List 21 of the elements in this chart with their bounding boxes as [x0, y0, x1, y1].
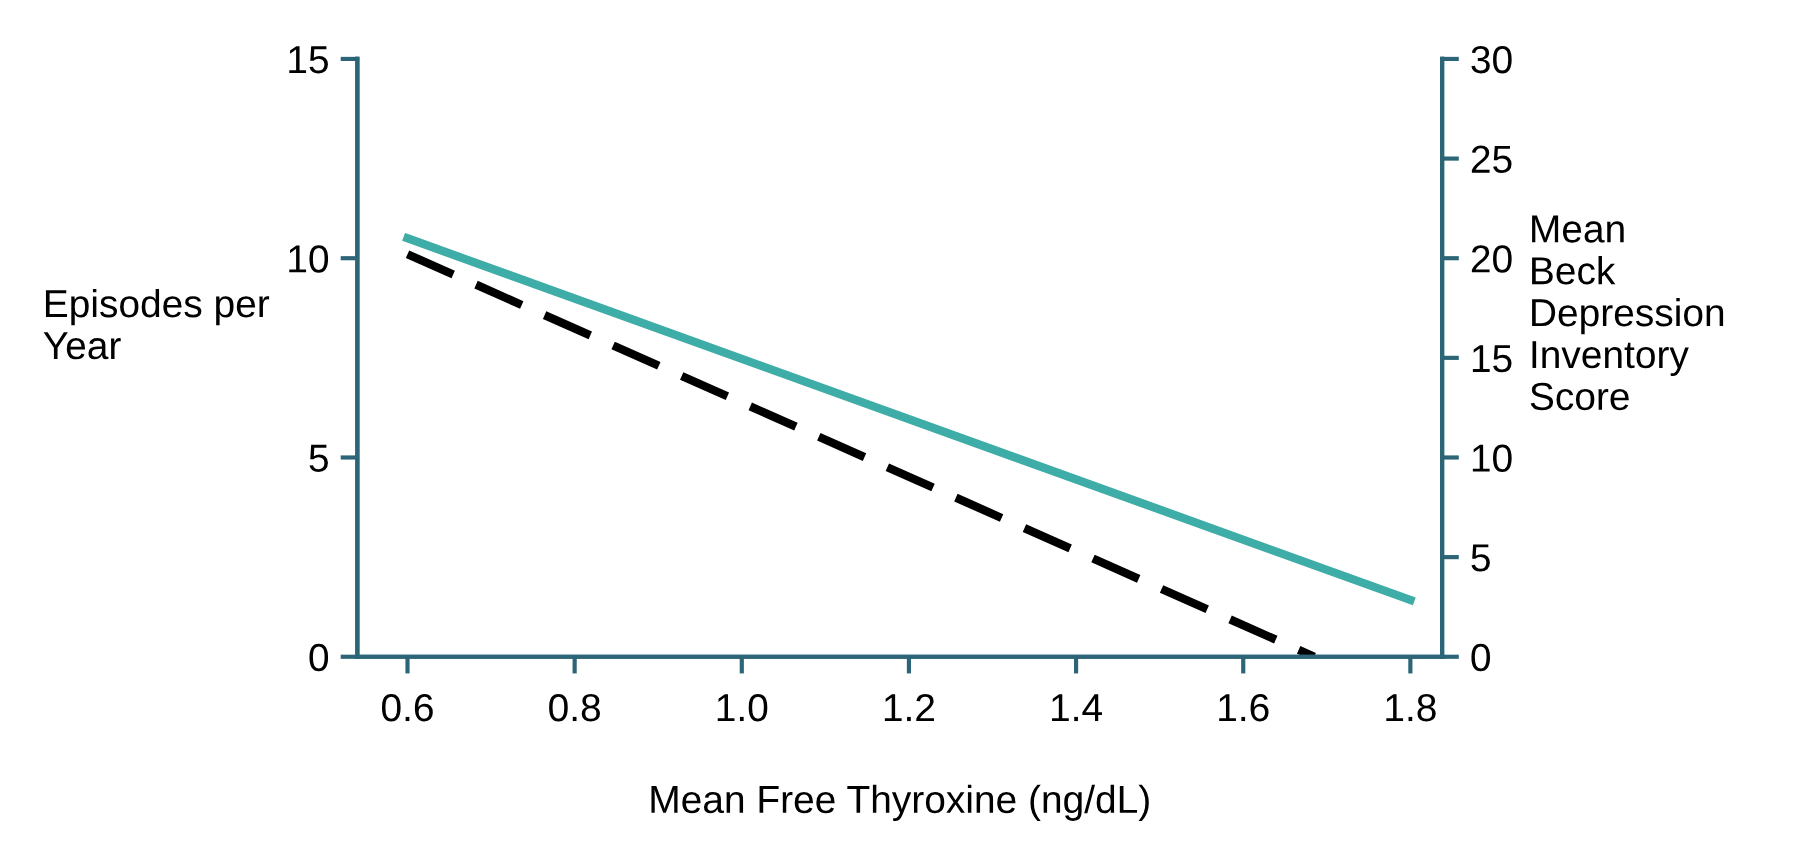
- y2-tick-label: 0: [1471, 643, 1491, 672]
- y-tick-label: 10: [289, 245, 329, 273]
- y-axis-title: Episodes per Year: [43, 288, 270, 360]
- y2-tick-label: 5: [1471, 544, 1490, 572]
- y2-tick-label: 30: [1471, 45, 1512, 74]
- x-tick-label: 1.8: [1386, 693, 1436, 722]
- x-tick-label: 1.2: [884, 693, 935, 722]
- x-tick-label: 1.0: [717, 693, 768, 722]
- x-tick-label: 1.6: [1219, 693, 1269, 722]
- y2-axis-title: Mean Beck Depression Inventory Score: [1530, 215, 1724, 411]
- y-tick-label: 0: [309, 643, 329, 672]
- x-tick-label: 1.4: [1052, 694, 1102, 722]
- y2-tick-label: 15: [1472, 345, 1512, 373]
- y2-tick-label: 10: [1472, 444, 1512, 472]
- x-axis-title: Mean Free Thyroxine (ng/dL): [651, 784, 1149, 821]
- y2-tick-label: 25: [1471, 145, 1512, 174]
- y2-tick-label: 20: [1471, 245, 1512, 273]
- y-tick-label: 15: [289, 46, 328, 74]
- y-tick-label: 5: [309, 444, 328, 472]
- x-tick-label: 0.6: [381, 693, 433, 722]
- x-tick-label: 0.8: [549, 693, 600, 722]
